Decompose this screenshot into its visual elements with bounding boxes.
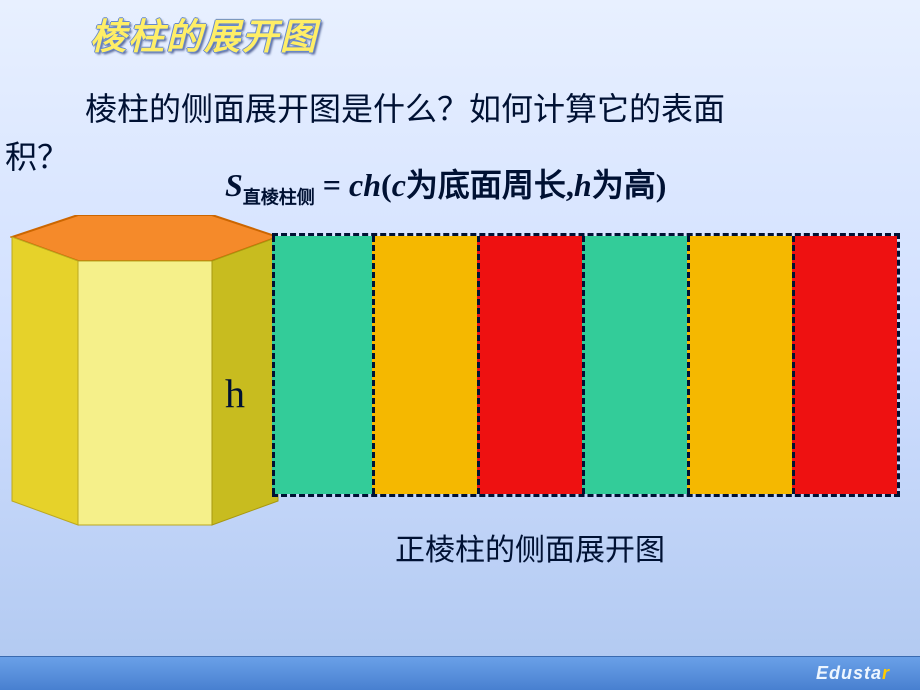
unfold-panel-3 [477, 236, 582, 494]
slide-title: 棱柱的展开图 [90, 8, 318, 60]
formula-equals: = [315, 167, 349, 203]
formula-ch: ch [349, 167, 381, 203]
formula-cn1: 为底面周长 [406, 167, 566, 203]
prism-right-face [212, 237, 278, 525]
unfold-panel-4 [582, 236, 687, 494]
surface-area-formula: S直棱柱侧 = ch(c为底面周长,h为高) [225, 160, 666, 209]
unfold-panel-5 [687, 236, 792, 494]
footer-bar: Edustar [0, 656, 920, 690]
question-line1: 棱柱的侧面展开图是什么？如何计算它的表面 [85, 91, 725, 127]
formula-cn2: 为高 [592, 167, 656, 203]
unfold-panel-1 [272, 236, 372, 494]
footer-brand: Edusta [816, 663, 882, 683]
formula-subscript: 直棱柱侧 [243, 187, 315, 207]
formula-S: S [225, 167, 243, 203]
question-line2: 积？ [5, 139, 69, 175]
unfold-panel-6 [792, 236, 897, 494]
height-label: h [225, 370, 245, 417]
prism-left-face [12, 237, 78, 525]
formula-comma: , [566, 167, 574, 203]
footer-accent: r [882, 663, 890, 683]
formula-c: c [392, 167, 406, 203]
prism-front-face [78, 261, 212, 525]
formula-close: ) [656, 167, 667, 203]
formula-h: h [574, 167, 592, 203]
formula-open: ( [381, 167, 392, 203]
lateral-unfold-diagram [272, 233, 900, 497]
unfold-panel-2 [372, 236, 477, 494]
unfold-caption: 正棱柱的侧面展开图 [395, 525, 665, 569]
